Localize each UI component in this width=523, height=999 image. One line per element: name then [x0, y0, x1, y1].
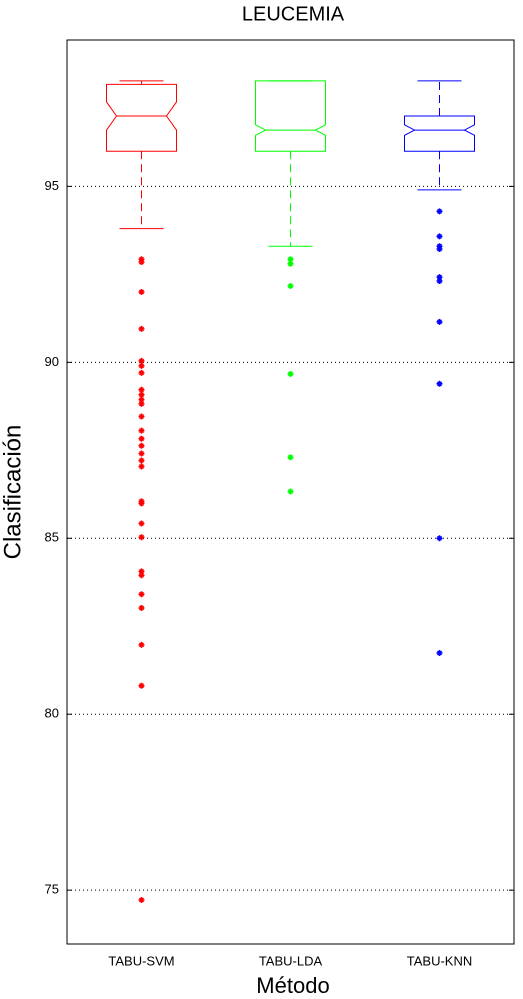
outlier — [287, 282, 294, 289]
outlier — [138, 450, 145, 457]
outlier — [436, 278, 443, 285]
x-tick-label: TABU-LDA — [259, 953, 323, 968]
outlier — [287, 454, 294, 461]
y-tick-label: 85 — [45, 530, 59, 545]
outlier — [287, 488, 294, 495]
outlier — [436, 649, 443, 656]
box — [404, 115, 475, 152]
plot-frame — [66, 39, 515, 945]
outlier — [138, 369, 145, 376]
outlier — [138, 386, 145, 393]
outlier — [138, 442, 145, 449]
x-axis-label: Método — [256, 973, 329, 998]
outlier — [138, 500, 145, 507]
outlier — [138, 400, 145, 407]
box — [255, 80, 326, 152]
outlier — [138, 463, 145, 470]
outlier — [287, 256, 294, 263]
outlier — [138, 897, 145, 904]
outlier — [138, 413, 145, 420]
outlier — [138, 604, 145, 611]
outlier — [138, 435, 145, 442]
y-tick-label: 95 — [45, 178, 59, 193]
outlier — [287, 260, 294, 267]
chart-title: LEUCEMIA — [242, 3, 345, 25]
outlier — [138, 325, 145, 332]
y-tick-label: 80 — [45, 706, 59, 721]
outlier — [138, 682, 145, 689]
outlier — [436, 380, 443, 387]
y-axis-label: Clasificación — [0, 425, 26, 560]
outlier — [138, 520, 145, 527]
x-tick-label: TABU-KNN — [407, 953, 472, 968]
y-tick-label: 75 — [45, 882, 59, 897]
outlier — [436, 318, 443, 325]
outlier — [436, 246, 443, 253]
outlier — [138, 534, 145, 541]
outlier — [436, 233, 443, 240]
outlier — [138, 288, 145, 295]
outlier — [138, 457, 145, 464]
outlier — [287, 370, 294, 377]
outlier — [436, 535, 443, 542]
y-tick-label: 90 — [45, 354, 59, 369]
x-tick-label: TABU-SVM — [108, 953, 174, 968]
outlier — [138, 568, 145, 575]
outlier — [138, 396, 145, 403]
outlier — [138, 572, 145, 579]
outlier — [138, 357, 145, 364]
outlier — [138, 259, 145, 266]
box — [106, 83, 177, 152]
outlier — [436, 208, 443, 215]
outlier — [138, 391, 145, 398]
outlier — [138, 362, 145, 369]
outlier — [436, 274, 443, 281]
outlier — [138, 641, 145, 648]
outlier — [138, 591, 145, 598]
outlier — [138, 427, 145, 434]
